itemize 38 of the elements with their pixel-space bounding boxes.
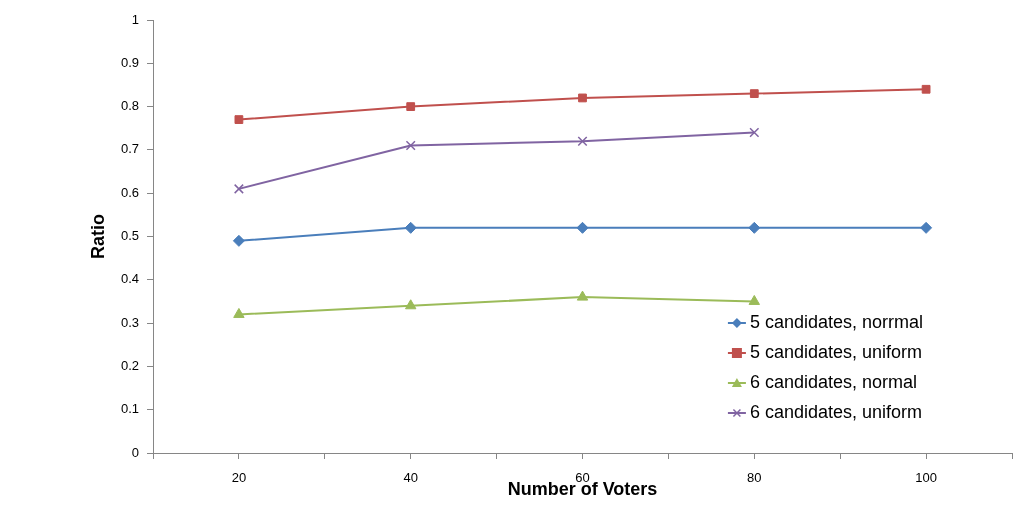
y-tick-label: 0.2 [120, 357, 139, 373]
legend-label: 6 candidates, normal [749, 371, 918, 392]
point [405, 299, 417, 310]
point [921, 84, 931, 94]
point [233, 183, 244, 194]
legend-label: 5 candidates, uniform [749, 341, 923, 362]
y-tick-label: 0.3 [120, 314, 139, 330]
legend-label: 6 candidates, uniform [749, 401, 923, 422]
point [576, 221, 589, 234]
legend-label: 5 candidates, norrmal [749, 311, 923, 332]
point [577, 136, 588, 147]
x-tick-label: 80 [747, 470, 762, 486]
point [233, 307, 245, 318]
point [578, 93, 587, 103]
point [232, 234, 245, 247]
y-tick-label: 0.9 [120, 54, 139, 70]
point [406, 102, 416, 111]
point [405, 140, 416, 151]
x-tick-label: 100 [915, 470, 937, 486]
point [748, 221, 761, 234]
y-axis-title: Ratio [87, 214, 108, 259]
y-tick-label: 0.8 [120, 98, 139, 114]
y-tick-label: 0 [131, 444, 139, 460]
point [749, 127, 760, 138]
x-tick-label: 20 [231, 470, 247, 486]
point [920, 221, 933, 234]
point [404, 221, 417, 234]
y-tick-label: 0.1 [120, 401, 139, 417]
point [749, 89, 759, 98]
y-tick-label: 1 [131, 11, 139, 27]
point [234, 115, 244, 124]
point [748, 294, 760, 305]
x-tick-label: 40 [403, 470, 418, 486]
y-tick-label: 0.7 [120, 141, 139, 157]
y-tick-label: 0.4 [120, 271, 139, 287]
y-tick-label: 0.5 [120, 228, 139, 244]
y-tick-label: 0.6 [120, 184, 139, 200]
point [576, 290, 589, 301]
